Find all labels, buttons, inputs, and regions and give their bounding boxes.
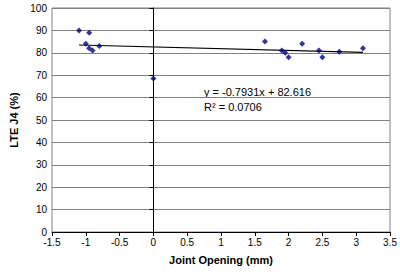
svg-text:2: 2: [286, 237, 292, 248]
svg-text:1.5: 1.5: [248, 237, 262, 248]
svg-text:0.5: 0.5: [180, 237, 194, 248]
svg-text:90: 90: [36, 25, 48, 36]
svg-text:3.5: 3.5: [383, 237, 397, 248]
svg-text:3: 3: [353, 237, 359, 248]
svg-text:40: 40: [36, 137, 48, 148]
svg-text:0: 0: [151, 237, 157, 248]
svg-text:50: 50: [36, 115, 48, 126]
svg-text:70: 70: [36, 70, 48, 81]
svg-text:10: 10: [36, 204, 48, 215]
svg-text:2.5: 2.5: [315, 237, 329, 248]
svg-text:80: 80: [36, 47, 48, 58]
svg-text:y = -0.7931x + 82.616: y = -0.7931x + 82.616: [204, 86, 311, 98]
svg-text:60: 60: [36, 92, 48, 103]
svg-text:-1: -1: [81, 237, 90, 248]
svg-text:-1.5: -1.5: [43, 237, 61, 248]
svg-text:30: 30: [36, 159, 48, 170]
svg-text:0: 0: [41, 226, 47, 238]
svg-text:1: 1: [218, 237, 224, 248]
svg-text:20: 20: [36, 182, 48, 193]
svg-text:100: 100: [30, 3, 47, 14]
svg-text:-0.5: -0.5: [111, 237, 129, 248]
svg-text:LTE J4 (%): LTE J4 (%): [8, 92, 20, 148]
svg-text:R² = 0.0706: R² = 0.0706: [204, 101, 262, 113]
svg-text:Joint Opening (mm): Joint Opening (mm): [169, 254, 273, 266]
